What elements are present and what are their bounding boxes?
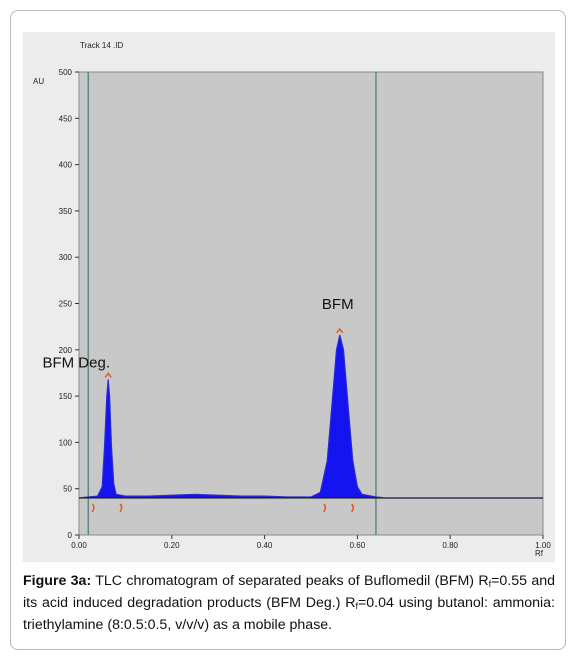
y-tick-label: 200 bbox=[59, 346, 73, 355]
peak-start-marker-0 bbox=[91, 503, 95, 513]
x-axis-label: Rf bbox=[535, 549, 544, 558]
y-tick-label: 150 bbox=[59, 392, 73, 401]
y-tick-label: 400 bbox=[59, 161, 73, 170]
y-tick-label: 50 bbox=[63, 485, 72, 494]
track-label: Track 14 .ID bbox=[80, 41, 123, 50]
y-tick-label: 450 bbox=[59, 114, 73, 123]
peak-start-marker-1 bbox=[323, 503, 327, 513]
caption-sub1: f bbox=[488, 579, 492, 589]
y-tick-label: 250 bbox=[59, 300, 73, 309]
x-tick-label: 0.80 bbox=[442, 541, 458, 550]
caption-part3: =0.04 using butanol: ammonia: triethylam… bbox=[23, 595, 555, 633]
x-tick-label: 0.00 bbox=[71, 541, 87, 550]
caption-sub2: f bbox=[355, 601, 358, 611]
peak-top-marker-1 bbox=[336, 327, 344, 334]
peak-end-marker-0 bbox=[119, 503, 123, 513]
y-tick-label: 0 bbox=[68, 531, 73, 540]
x-tick-label: 0.20 bbox=[164, 541, 180, 550]
x-tick-label: 0.40 bbox=[257, 541, 273, 550]
peak-top-marker-0 bbox=[104, 372, 112, 378]
figure-caption: Figure 3a: TLC chromatogram of separated… bbox=[23, 572, 555, 635]
signal-line bbox=[78, 334, 543, 499]
y-tick-label: 500 bbox=[59, 68, 73, 77]
plot-area bbox=[78, 71, 544, 536]
y-tick-label: 350 bbox=[59, 207, 73, 216]
y-tick-label: 300 bbox=[59, 253, 73, 262]
caption-part1: TLC chromatogram of separated peaks of B… bbox=[91, 573, 489, 589]
y-tick-label: 100 bbox=[59, 438, 73, 447]
x-tick-label: 1.00 bbox=[535, 541, 551, 550]
caption-part2: =0.55 and its acid induced degradation p… bbox=[23, 573, 555, 611]
x-tick-label: 0.60 bbox=[350, 541, 366, 550]
peak-end-marker-1 bbox=[351, 503, 354, 513]
y-axis-label: AU bbox=[33, 77, 44, 86]
caption-label: Figure 3a: bbox=[23, 573, 92, 589]
peak-label: BFM bbox=[322, 296, 354, 313]
peak-label: BFM Deg. bbox=[42, 354, 110, 371]
